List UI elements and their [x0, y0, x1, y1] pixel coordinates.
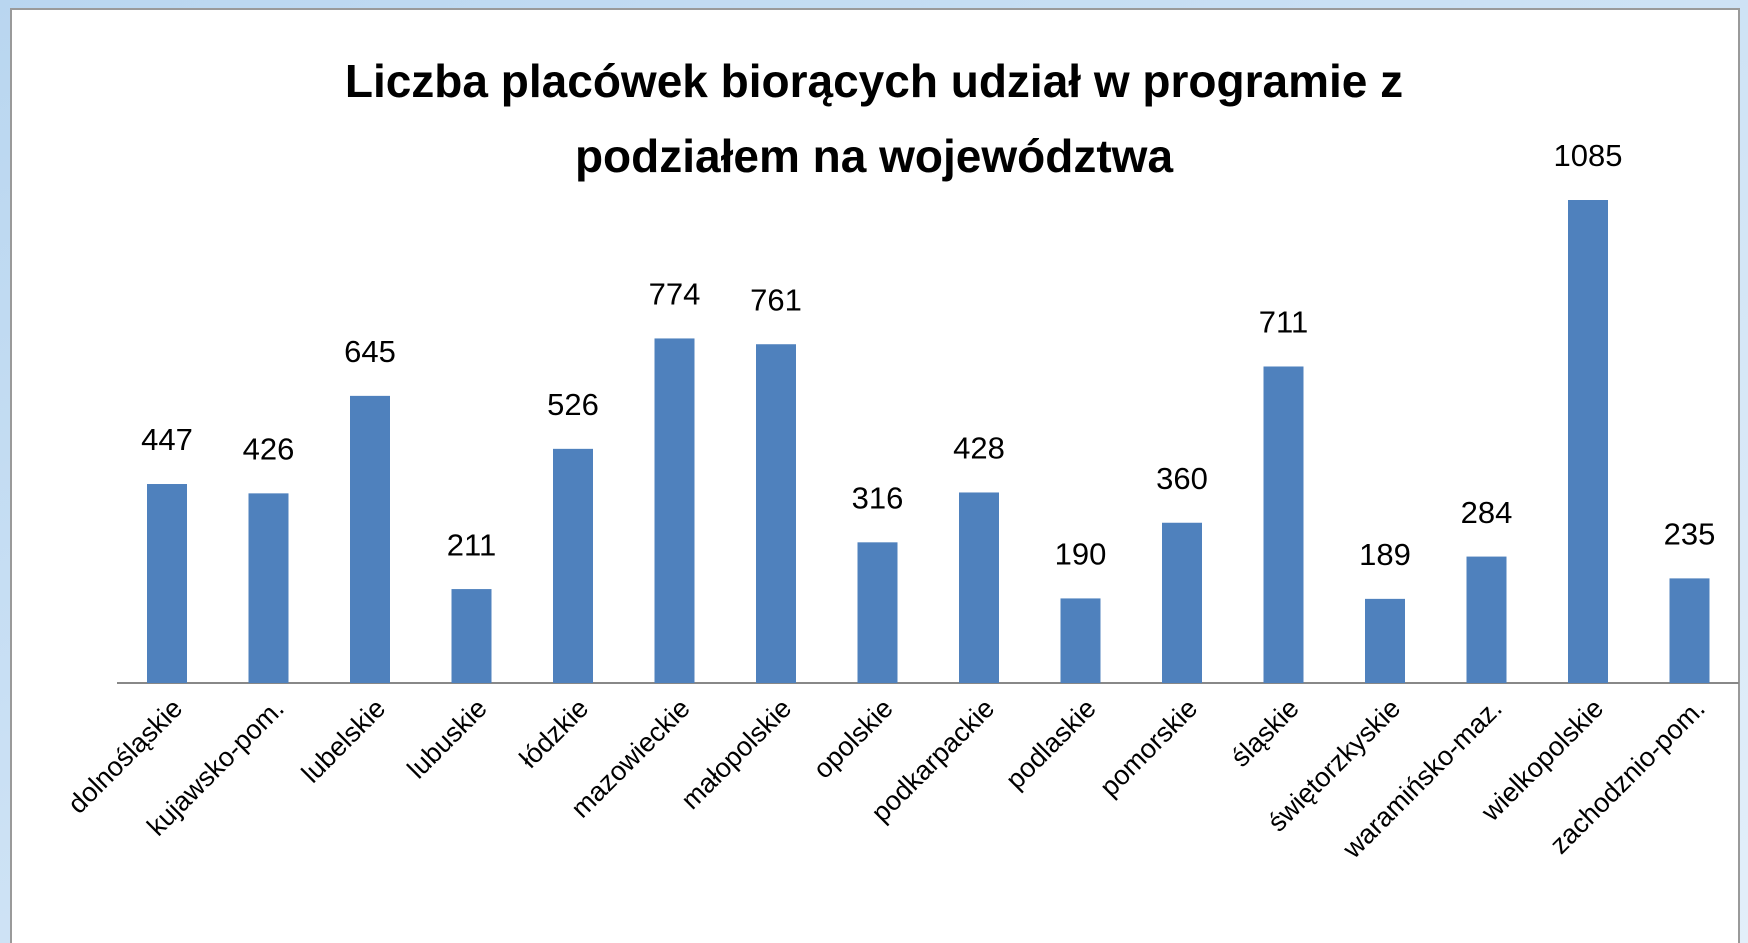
bar	[350, 395, 390, 683]
bar	[248, 493, 289, 683]
bar	[553, 448, 593, 683]
bar	[147, 484, 187, 683]
bar	[1263, 366, 1304, 683]
data-label: 316	[852, 481, 904, 516]
bar	[756, 344, 796, 683]
bar	[1162, 522, 1202, 683]
data-label: 711	[1259, 305, 1308, 340]
bar	[857, 542, 898, 683]
data-label: 360	[1156, 461, 1208, 496]
data-label: 235	[1664, 517, 1716, 552]
data-label: 428	[953, 431, 1005, 466]
data-label: 190	[1055, 537, 1107, 572]
data-label: 284	[1461, 495, 1513, 530]
data-label: 761	[750, 282, 802, 317]
bar	[1365, 598, 1405, 683]
bar	[1060, 598, 1101, 683]
data-label: 189	[1359, 537, 1411, 572]
chart-area	[10, 8, 1740, 943]
bar	[654, 338, 695, 683]
data-label: 1085	[1554, 138, 1623, 173]
chart-title: Liczba placówek biorących udział w progr…	[345, 55, 1403, 107]
data-label: 645	[344, 334, 396, 369]
bar	[959, 492, 999, 683]
data-label: 211	[447, 527, 496, 562]
bar	[1466, 556, 1507, 683]
bar	[451, 589, 492, 683]
data-label: 774	[649, 277, 701, 312]
bar	[1568, 200, 1608, 683]
data-label: 447	[141, 422, 193, 457]
chart-title: podziałem na województwa	[575, 130, 1173, 182]
data-label: 426	[243, 432, 295, 467]
data-label: 526	[547, 387, 599, 422]
bar	[1669, 578, 1710, 683]
